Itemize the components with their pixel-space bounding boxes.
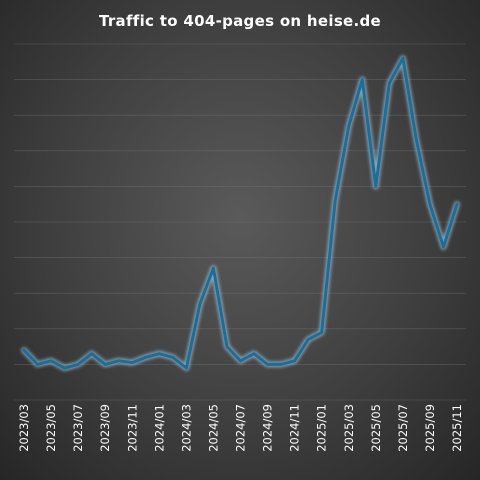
data-point [266,363,269,366]
data-point [455,203,459,206]
data-point [401,57,405,60]
x-tick-label: 2025/11 [450,404,464,452]
data-point [185,366,188,370]
data-point [198,302,202,306]
x-tick-label: 2025/09 [423,404,437,452]
x-tick-label: 2023/09 [98,404,112,452]
data-point [131,361,134,364]
data-point [212,267,215,270]
data-point [293,359,296,363]
data-point [63,366,66,370]
x-tick-label: 2024/07 [234,404,248,452]
series-line-group [21,55,460,371]
x-axis-ticks: 2023/03 2023/05 2023/07 2023/09 2023/11 2024/… [17,404,464,452]
chart-title: Traffic to 404-pages on heise.de [99,12,381,30]
data-point [374,185,378,188]
x-tick-label: 2023/05 [44,404,58,452]
data-point [415,138,418,142]
x-tick-label: 2024/03 [179,404,193,452]
data-point [103,363,107,366]
data-point [90,352,93,355]
data-point [320,331,323,334]
x-tick-label: 2025/07 [396,404,410,452]
series-line-glow [21,55,460,371]
data-point [361,78,364,81]
x-tick-label: 2024/01 [152,404,166,452]
x-tick-label: 2023/07 [71,404,85,452]
series-line [22,56,459,370]
data-point [144,356,147,359]
data-point [388,81,391,85]
data-point [22,348,26,352]
x-tick-label: 2025/01 [315,404,329,452]
data-point [334,199,337,202]
data-point [171,356,175,359]
data-point [225,345,229,348]
data-point [76,363,80,366]
data-point [442,245,445,249]
data-point [117,359,120,363]
x-tick-label: 2023/11 [125,404,139,452]
data-point [252,352,256,355]
data-point [158,352,161,355]
data-point [36,363,39,366]
data-point [347,124,350,128]
x-tick-label: 2025/05 [369,404,383,452]
gridlines [14,43,466,401]
data-point [49,359,53,363]
data-point [428,203,432,206]
x-tick-label: 2024/09 [261,404,275,452]
data-point [279,363,283,366]
x-tick-label: 2024/05 [206,404,220,452]
x-tick-label: 2025/03 [342,404,356,452]
x-tick-label: 2023/03 [17,404,31,452]
data-point [239,359,242,363]
x-tick-label: 2024/11 [288,404,302,452]
data-point [306,338,310,341]
